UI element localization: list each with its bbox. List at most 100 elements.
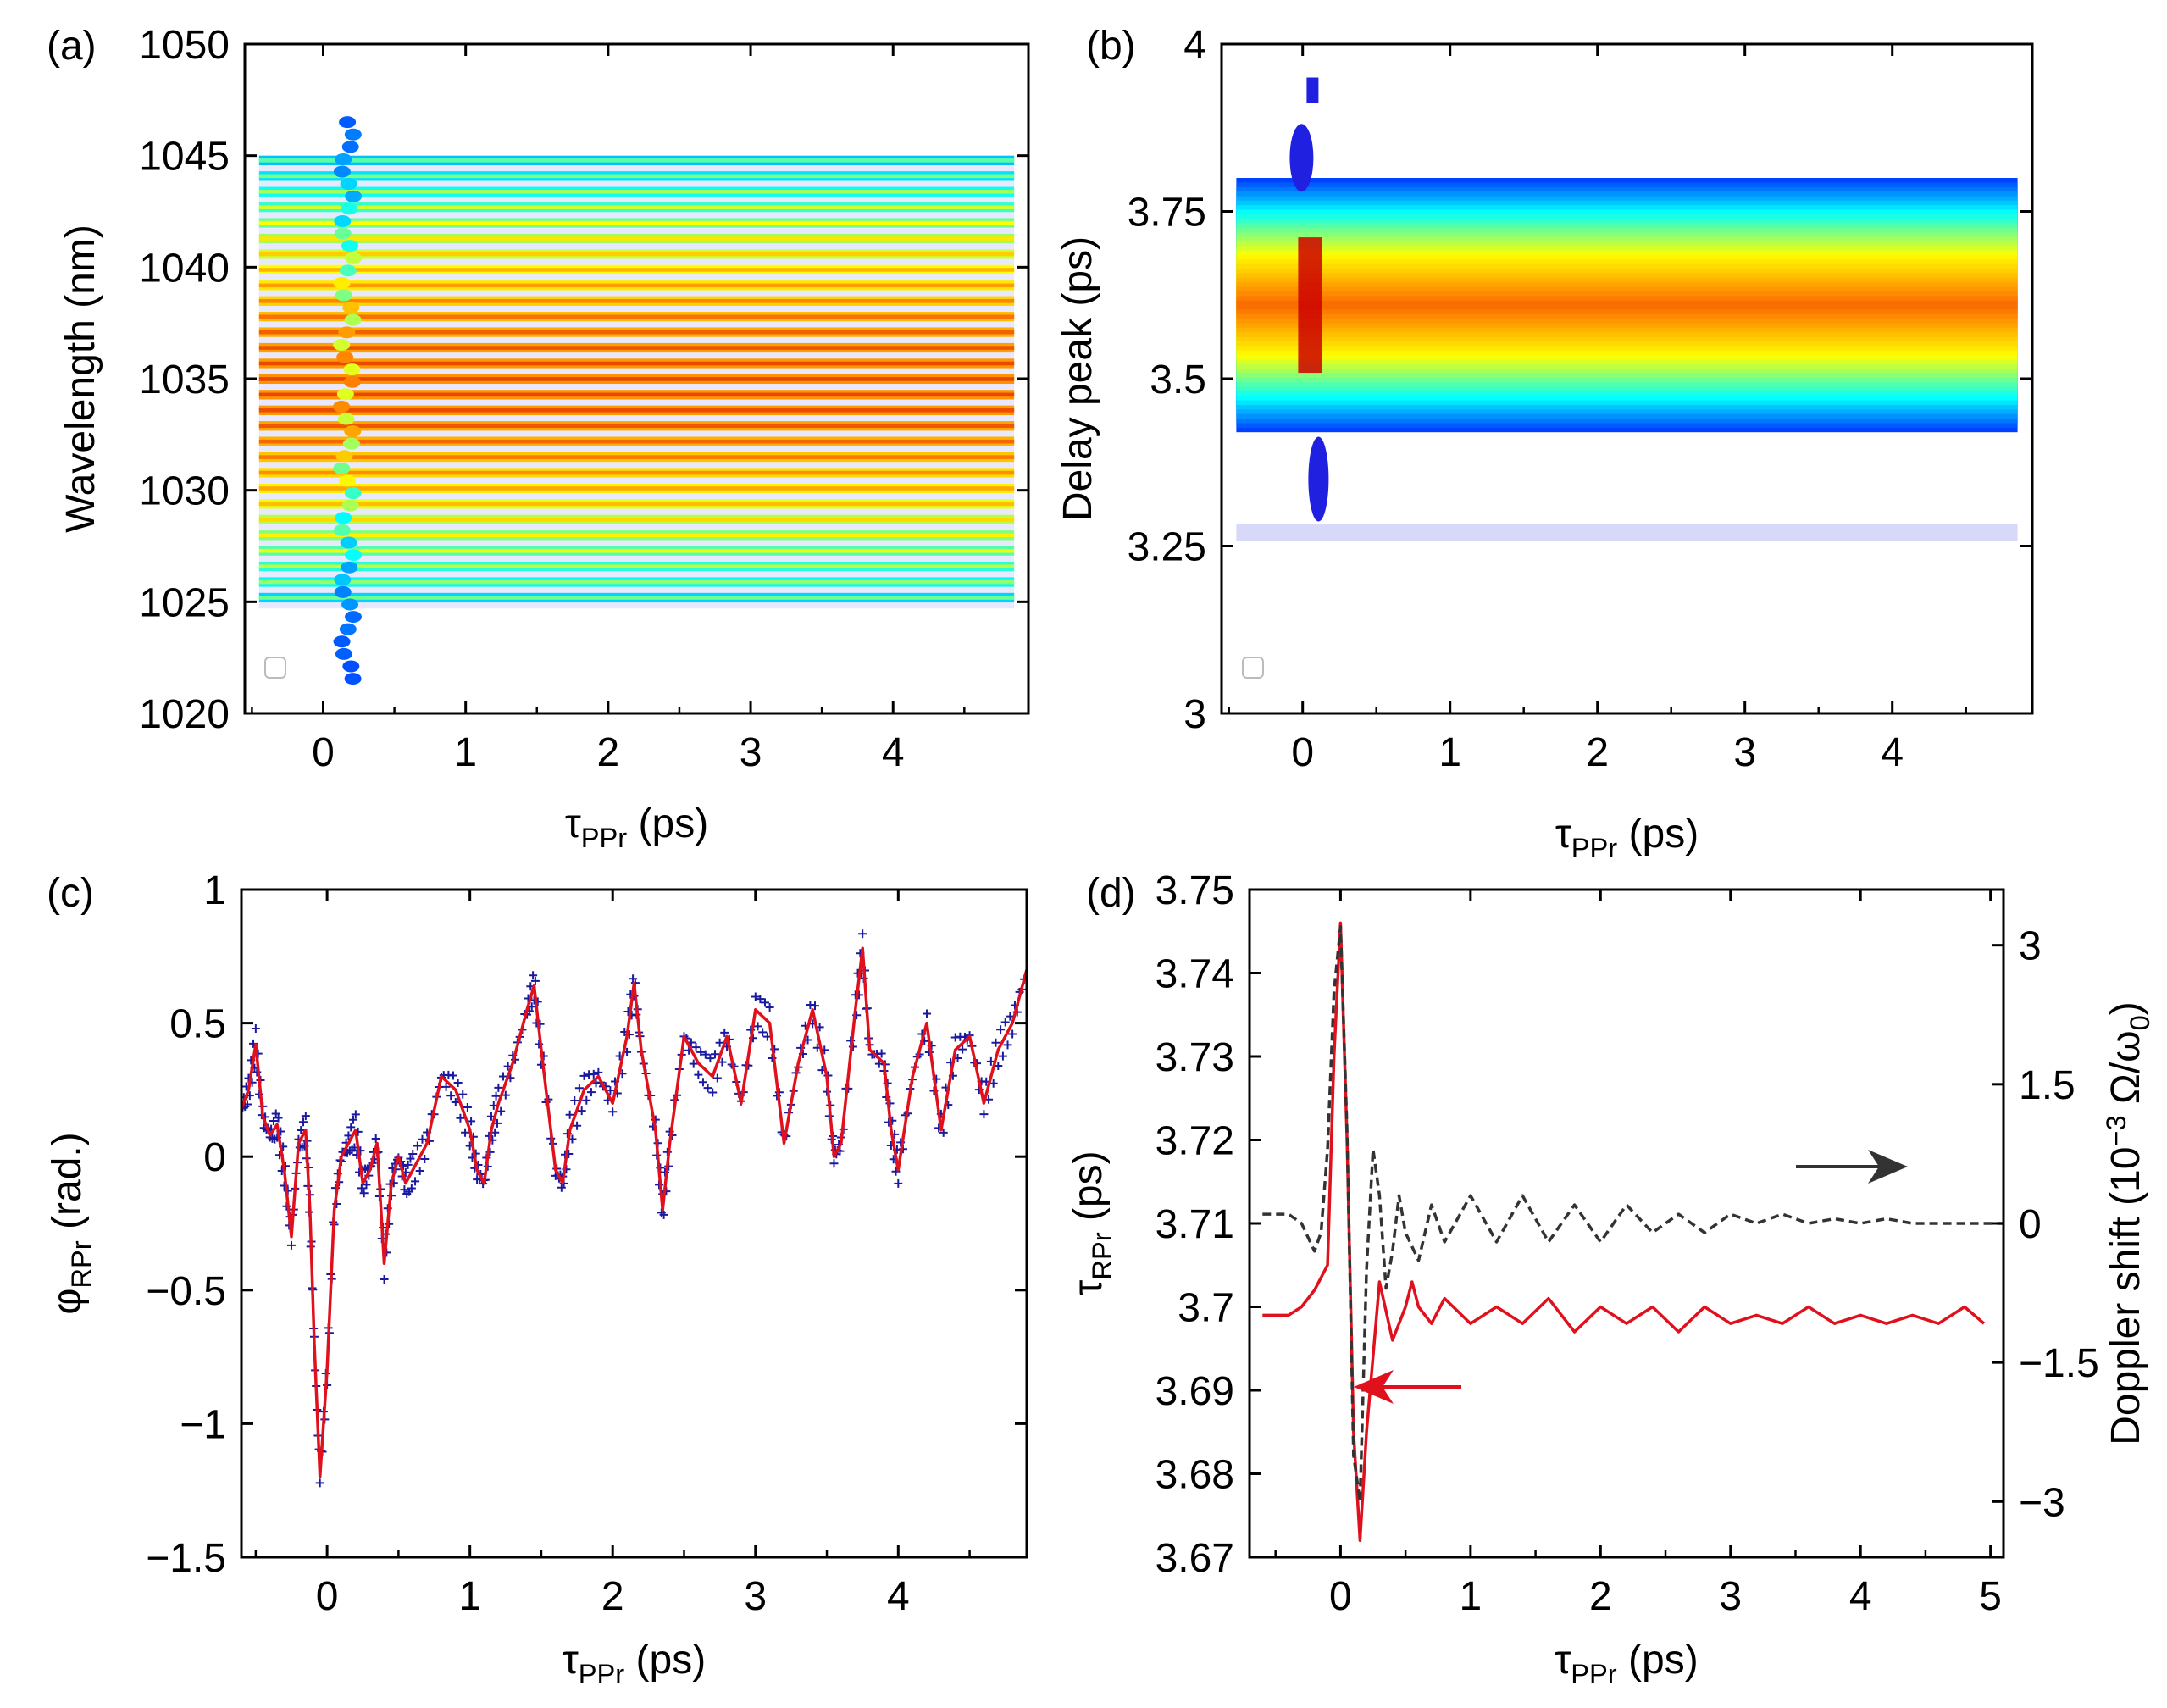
x-tick-label: 0 xyxy=(1291,730,1314,775)
x-tick-label: 0 xyxy=(312,730,335,775)
data-marker xyxy=(406,1154,415,1163)
data-marker xyxy=(720,1028,729,1037)
perturbation-blob xyxy=(341,561,358,574)
fringe-core xyxy=(258,455,1015,459)
data-marker xyxy=(858,929,867,939)
fringe-core xyxy=(258,268,1015,272)
legend-marker xyxy=(264,657,286,679)
data-marker xyxy=(449,1071,458,1080)
y-axis-label: Delay peak (ps) xyxy=(1056,236,1100,521)
data-marker xyxy=(418,1134,427,1144)
data-marker xyxy=(371,1134,380,1143)
data-marker xyxy=(579,1071,589,1080)
y-right-tick-label: 1.5 xyxy=(2019,1063,2076,1108)
perturbation-blob xyxy=(339,623,357,635)
fringe-core xyxy=(258,424,1015,429)
panel-label: (a) xyxy=(47,24,97,69)
perturbation-blob xyxy=(335,289,352,302)
perturbation-blob xyxy=(344,611,362,624)
data-marker xyxy=(362,1180,371,1190)
arrow-right-head xyxy=(1868,1150,1908,1184)
data-marker xyxy=(574,1084,584,1093)
fringe-core xyxy=(258,298,1015,303)
y-tick-label: 3.69 xyxy=(1156,1369,1234,1414)
fringe-gap xyxy=(258,384,1015,391)
data-marker xyxy=(297,1126,306,1135)
perturbation-blob xyxy=(334,214,352,227)
data-marker xyxy=(998,1051,1007,1061)
data-marker xyxy=(274,1113,283,1123)
legend-marker xyxy=(1242,657,1264,679)
data-marker xyxy=(446,1091,456,1101)
data-marker xyxy=(411,1177,420,1186)
fringe-core xyxy=(258,205,1015,209)
fringe-gap xyxy=(258,321,1015,328)
perturbation-blob xyxy=(333,462,351,474)
fringe-core xyxy=(258,158,1015,163)
perturbation-blob xyxy=(339,474,357,487)
y-axis-label: φRPr (rad.) xyxy=(45,1132,97,1314)
perturbation-blob xyxy=(335,647,352,660)
x-tick-label: 2 xyxy=(1589,1574,1612,1619)
fringe-core xyxy=(258,533,1015,538)
y-axis-label: τRPr (ps) xyxy=(1066,1151,1117,1295)
y-tick-label: 3.71 xyxy=(1156,1202,1234,1247)
fringe-core xyxy=(258,283,1015,288)
fringe-gap xyxy=(258,586,1015,593)
x-tick-label: 3 xyxy=(1719,1574,1742,1619)
fringe-gap xyxy=(258,555,1015,562)
data-marker xyxy=(659,1210,668,1219)
fringe-gap xyxy=(258,540,1015,546)
x-tick-label: 3 xyxy=(1733,730,1756,775)
fringe-gap xyxy=(258,305,1015,312)
perturbation-lower xyxy=(1308,436,1329,522)
fringe-gap xyxy=(258,165,1015,172)
data-marker xyxy=(753,1022,762,1031)
data-marker xyxy=(608,1107,618,1117)
perturbation-blob xyxy=(341,202,358,215)
perturbation-blob xyxy=(344,128,362,141)
fringe-gap xyxy=(258,602,1015,609)
perturbation-blob xyxy=(342,437,360,450)
data-marker xyxy=(708,1088,718,1097)
fringe-gap xyxy=(258,430,1015,437)
panel-label: (d) xyxy=(1086,871,1136,916)
data-marker xyxy=(806,1001,815,1009)
perturbation-blob xyxy=(342,660,360,673)
fringe-gap xyxy=(258,336,1015,343)
tau-series-line xyxy=(1262,921,1986,1543)
data-marker xyxy=(703,1084,712,1093)
fringe-gap xyxy=(258,571,1015,578)
x-tick-label: 0 xyxy=(316,1574,339,1619)
data-marker xyxy=(765,1003,774,1012)
data-marker xyxy=(694,1070,703,1079)
data-marker xyxy=(586,1088,596,1097)
perturbation-blob xyxy=(341,240,359,252)
perturbation-blob xyxy=(344,425,362,438)
data-marker xyxy=(996,1025,1006,1034)
fringe-core xyxy=(258,580,1015,585)
y-right-tick-label: 3 xyxy=(2019,924,2042,969)
fringe-core xyxy=(258,408,1015,413)
perturbation-blob xyxy=(338,326,356,339)
x-tick-label: 1 xyxy=(458,1574,481,1619)
data-marker xyxy=(712,1073,722,1083)
fringe-gap xyxy=(258,524,1015,531)
series-line xyxy=(241,946,1027,1479)
data-marker xyxy=(461,1128,470,1137)
perturbation-blob xyxy=(343,375,361,388)
data-marker xyxy=(458,1090,468,1099)
plot-area-d xyxy=(1262,921,2004,1543)
panel-label: (c) xyxy=(47,871,94,916)
y-tick-label: 3.67 xyxy=(1156,1536,1234,1581)
data-marker xyxy=(691,1043,701,1052)
data-marker xyxy=(577,1106,586,1116)
fringe-gap xyxy=(258,462,1015,469)
data-marker xyxy=(408,1150,418,1159)
perturbation-blob xyxy=(334,574,352,586)
fringe-core xyxy=(258,564,1015,568)
y-tick-label: 1035 xyxy=(139,358,230,402)
perturbation-blob xyxy=(344,487,362,500)
fringe-gap xyxy=(258,212,1015,219)
fringe-core xyxy=(258,174,1015,179)
